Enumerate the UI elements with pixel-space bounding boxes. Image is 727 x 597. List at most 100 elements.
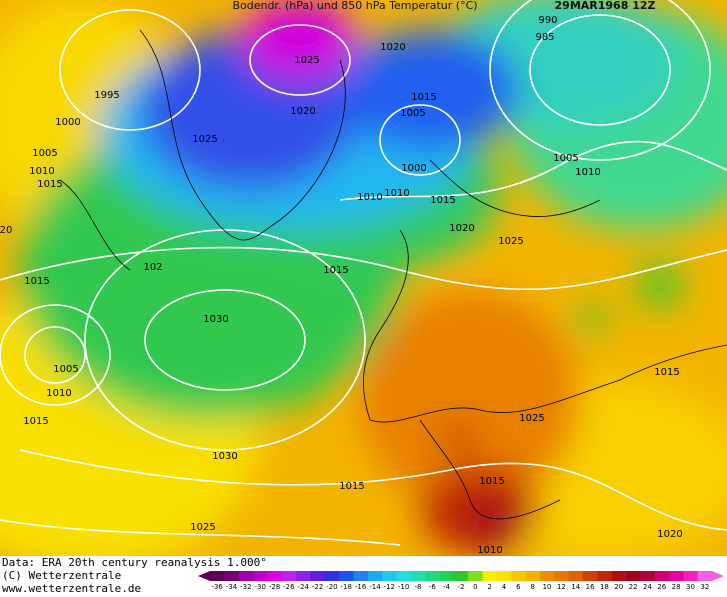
colorbar-segment	[539, 571, 555, 581]
colorbar-segment	[582, 571, 598, 581]
colorbar-label: -10	[398, 583, 409, 591]
colorbar-label: 18	[600, 583, 609, 591]
isobar-label: 1020	[449, 223, 474, 234]
colorbar-segment	[267, 571, 283, 581]
colorbar-label: 2	[487, 583, 491, 591]
isobar-label: 1010	[46, 388, 71, 399]
isobar-label: 1030	[212, 451, 237, 462]
colorbar-segment	[611, 571, 627, 581]
colorbar-label: 8	[530, 583, 534, 591]
colorbar-label: 24	[643, 583, 652, 591]
colorbar-label: -6	[429, 583, 437, 591]
colorbar-segment	[238, 571, 254, 581]
colorbar-segment	[640, 571, 656, 581]
colorbar-label: 12	[557, 583, 566, 591]
isobar-lines	[0, 0, 727, 546]
colorbar-segment	[568, 571, 584, 581]
colorbar-label: 26	[657, 583, 666, 591]
colorbar-segment	[224, 571, 240, 581]
colorbar-label: 10	[543, 583, 552, 591]
map-title: Bodendr. (hPa) und 850 hPa Temperatur (°…	[232, 0, 477, 12]
isobar-labels: 990 985 1020 1025 1995 1000 1015 1020 1005 1025 10…	[0, 15, 683, 556]
isobar-label: 1015	[430, 195, 455, 206]
isobar-label: 1000	[55, 117, 80, 128]
colorbar-label: 16	[586, 583, 595, 591]
colorbar-segment	[482, 571, 498, 581]
colorbar-label: -28	[269, 583, 280, 591]
map	[0, 0, 727, 556]
isobar-label: 1005	[553, 153, 578, 164]
isobar-label: 1025	[190, 522, 215, 533]
colorbar-segment	[382, 571, 397, 581]
footer-line: Data: ERA 20th century reanalysis 1.000°	[2, 556, 267, 569]
colorbar-label: -18	[341, 583, 352, 591]
colorbar-segment	[367, 571, 383, 581]
colorbar-segment	[324, 571, 340, 581]
isobar-label: 1015	[479, 476, 504, 487]
colorbar-segment	[296, 571, 311, 581]
colorbar-label: -34	[226, 583, 238, 591]
isobar-label: 1025	[192, 134, 217, 145]
footer-line: www.wetterzentrale.de	[2, 582, 141, 593]
colorbar-segment	[353, 571, 369, 581]
isobar-label: 1020	[290, 106, 315, 117]
isobar-label: 1995	[94, 90, 119, 101]
isobar-label: 20	[0, 225, 12, 236]
isobar-label: 1015	[23, 416, 48, 427]
isobar-label: 1030	[203, 314, 228, 325]
colorbar: -36 -34 -32 -30 -28 -26 -24 -22 -20 -18 -16 -14 -12-…	[198, 571, 724, 591]
colorbar-label: -32	[240, 583, 251, 591]
isobar-label: 1025	[498, 236, 523, 247]
colorbar-label: -30	[254, 583, 265, 591]
isobar-label: 1010	[575, 167, 600, 178]
colorbar-label: -16	[355, 583, 367, 591]
isobar-label: 102	[143, 262, 162, 273]
isobar-label: 1025	[519, 413, 544, 424]
colorbar-arrow	[712, 571, 724, 581]
isobar-label: 1010	[384, 188, 409, 199]
isobar-label: 1015	[323, 265, 348, 276]
isobar-label: 990	[538, 15, 557, 26]
colorbar-label: -12	[384, 583, 395, 591]
map-date: 29MAR1968 12Z	[555, 0, 656, 12]
colorbar-label: 28	[672, 583, 681, 591]
colorbar-label: 14	[571, 583, 580, 591]
colorbar-label: -4	[443, 583, 451, 591]
colorbar-segment	[339, 571, 354, 581]
isobar-label: 1005	[32, 148, 57, 159]
colorbar-segment	[511, 571, 527, 581]
colorbar-segment	[525, 571, 541, 581]
isobar-label: 1015	[37, 179, 62, 190]
colorbar-segment	[439, 571, 455, 581]
colorbar-segment	[625, 571, 641, 581]
footer-line: (C) Wetterzentrale	[2, 569, 121, 582]
colorbar-label: 0	[473, 583, 477, 591]
isobar-label: 1010	[477, 545, 502, 556]
colorbar-label: 32	[700, 583, 709, 591]
colorbar-arrow	[198, 571, 210, 581]
coastlines	[59, 29, 727, 520]
isobar-label: 1010	[29, 166, 54, 177]
colorbar-segment	[668, 571, 684, 581]
colorbar-segment	[210, 571, 225, 581]
colorbar-segment	[683, 571, 699, 581]
colorbar-segment	[453, 571, 469, 581]
isobar-label: 1015	[339, 481, 364, 492]
colorbar-label: 22	[629, 583, 638, 591]
colorbar-label: -14	[369, 583, 381, 591]
colorbar-label: -36	[211, 583, 223, 591]
colorbar-segment	[253, 571, 268, 581]
colorbar-segment	[425, 571, 440, 581]
colorbar-segment	[468, 571, 484, 581]
colorbar-segment	[281, 571, 297, 581]
colorbar-label: -24	[298, 583, 310, 591]
colorbar-segment	[654, 571, 670, 581]
colorbar-label: -22	[312, 583, 323, 591]
colorbar-segment	[396, 571, 412, 581]
colorbar-segment	[697, 571, 713, 581]
colorbar-label: -2	[458, 583, 465, 591]
isobar-label: 1015	[411, 92, 436, 103]
isobar-label: 1015	[654, 367, 679, 378]
isobar-label: 1015	[24, 276, 49, 287]
